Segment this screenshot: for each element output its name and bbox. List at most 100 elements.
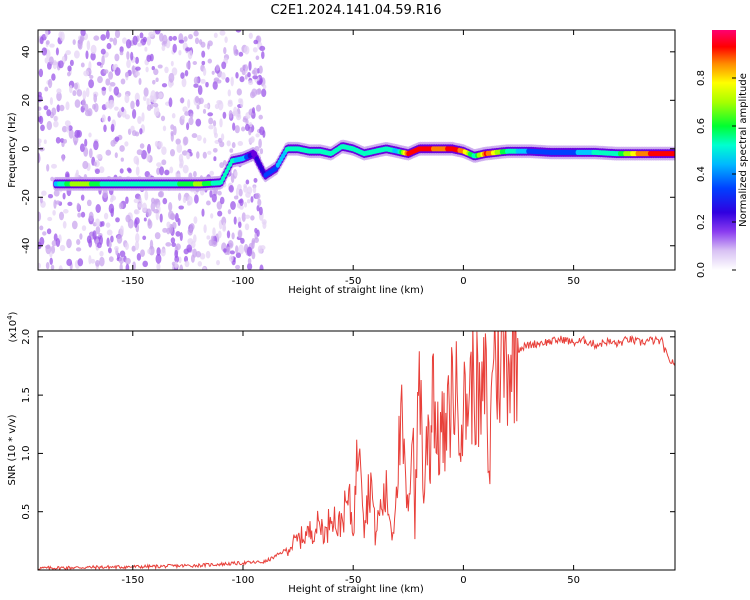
snr-plot-frame bbox=[37, 330, 676, 571]
y-tick-label: 0 bbox=[21, 146, 32, 152]
noise-speck bbox=[114, 30, 121, 39]
noise-speck bbox=[226, 140, 231, 147]
noise-speck bbox=[56, 91, 62, 102]
noise-speck bbox=[81, 225, 87, 232]
noise-speck bbox=[236, 88, 242, 96]
noise-speck bbox=[79, 233, 83, 240]
noise-speck bbox=[159, 213, 163, 223]
noise-speck bbox=[69, 84, 73, 94]
noise-speck bbox=[211, 70, 215, 75]
noise-speck bbox=[171, 242, 177, 248]
noise-speck bbox=[143, 217, 147, 222]
noise-speck bbox=[46, 164, 50, 172]
noise-speck bbox=[74, 129, 81, 138]
noise-speck bbox=[161, 159, 167, 166]
noise-speck bbox=[134, 240, 140, 251]
noise-speck bbox=[119, 168, 124, 174]
noise-speck bbox=[170, 60, 174, 67]
noise-speck bbox=[182, 196, 187, 204]
noise-speck bbox=[55, 200, 61, 205]
x-tick-label: -150 bbox=[121, 575, 144, 586]
noise-speck bbox=[157, 64, 163, 69]
noise-speck bbox=[151, 65, 156, 71]
noise-speck bbox=[189, 223, 195, 231]
noise-speck bbox=[80, 194, 85, 201]
noise-speck bbox=[248, 80, 254, 86]
noise-speck bbox=[137, 42, 143, 47]
noise-speck bbox=[246, 262, 253, 270]
noise-speck bbox=[170, 132, 174, 142]
noise-speck bbox=[169, 166, 174, 174]
noise-speck bbox=[99, 250, 104, 257]
colorbar: 0.0 0.2 0.4 0.6 0.8 Normalized spectral ampl… bbox=[696, 30, 749, 278]
noise-speck bbox=[201, 50, 206, 58]
noise-speck bbox=[106, 229, 113, 236]
noise-speck bbox=[100, 34, 107, 41]
noise-speck bbox=[253, 67, 258, 77]
noise-speck bbox=[222, 222, 226, 231]
noise-speck bbox=[183, 36, 188, 42]
noise-speck bbox=[120, 157, 124, 162]
noise-speck bbox=[135, 166, 140, 176]
noise-speck bbox=[46, 120, 53, 131]
noise-speck bbox=[103, 212, 109, 220]
noise-speck bbox=[133, 155, 139, 165]
noise-speck bbox=[261, 51, 265, 60]
noise-speck bbox=[159, 166, 165, 176]
noise-speck bbox=[131, 108, 137, 119]
noise-speck bbox=[160, 248, 166, 257]
noise-speck bbox=[49, 97, 53, 106]
noise-speck bbox=[213, 156, 217, 162]
noise-speck bbox=[77, 212, 82, 218]
noise-speck bbox=[41, 47, 48, 56]
noise-speck bbox=[114, 53, 120, 62]
noise-speck bbox=[114, 67, 121, 76]
x-tick-label: -50 bbox=[345, 276, 361, 287]
noise-speck bbox=[73, 50, 80, 59]
noise-speck bbox=[164, 169, 170, 176]
noise-speck bbox=[59, 104, 65, 112]
noise-speck bbox=[170, 124, 175, 130]
noise-speck bbox=[122, 37, 127, 44]
x-tick-label: 0 bbox=[460, 575, 466, 586]
noise-speck bbox=[217, 210, 223, 217]
noise-speck bbox=[187, 49, 193, 60]
noise-speck bbox=[76, 202, 81, 211]
noise-speck bbox=[186, 200, 191, 206]
noise-speck bbox=[86, 235, 92, 244]
noise-speck bbox=[55, 136, 61, 144]
noise-speck bbox=[103, 124, 107, 133]
noise-speck bbox=[238, 221, 242, 229]
noise-speck bbox=[253, 39, 259, 45]
noise-speck bbox=[110, 139, 116, 147]
noise-speck bbox=[169, 148, 176, 157]
noise-speck bbox=[85, 50, 89, 60]
noise-speck bbox=[125, 214, 131, 223]
noise-speck bbox=[38, 153, 41, 163]
noise-speck bbox=[90, 52, 96, 61]
noise-speck bbox=[38, 115, 44, 125]
noise-speck bbox=[62, 192, 66, 200]
noise-speck bbox=[242, 64, 247, 70]
noise-speck bbox=[208, 124, 214, 130]
noise-speck bbox=[53, 115, 59, 122]
noise-speck bbox=[135, 66, 141, 71]
noise-speck bbox=[156, 162, 162, 168]
noise-speck bbox=[238, 98, 242, 104]
noise-speck bbox=[93, 140, 99, 151]
noise-speck bbox=[259, 45, 266, 51]
noise-speck bbox=[72, 39, 76, 45]
noise-speck bbox=[253, 177, 258, 183]
noise-speck bbox=[83, 70, 90, 77]
colorbar-tick-label: 0.8 bbox=[696, 70, 707, 86]
noise-speck bbox=[154, 232, 161, 240]
noise-speck bbox=[219, 196, 225, 205]
noise-speck bbox=[247, 258, 252, 265]
noise-speck bbox=[251, 107, 256, 114]
noise-speck bbox=[108, 241, 112, 248]
noise-speck bbox=[171, 67, 178, 76]
noise-speck bbox=[139, 128, 143, 135]
colorbar-gradient bbox=[712, 30, 736, 270]
noise-speck bbox=[93, 93, 98, 103]
noise-speck bbox=[162, 227, 168, 233]
